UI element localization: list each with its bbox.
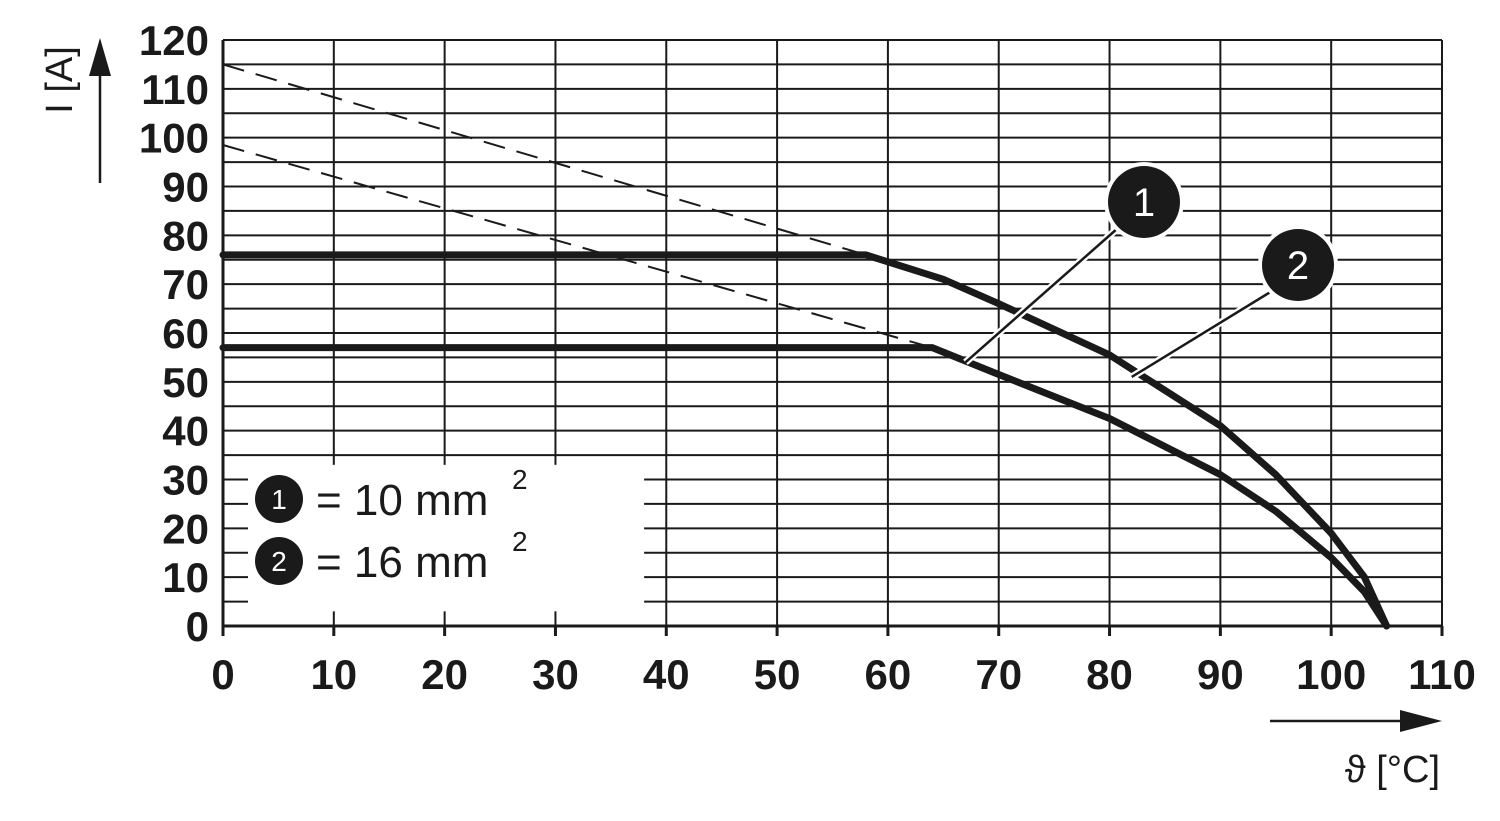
- callout-marker-label: 2: [1287, 244, 1309, 288]
- y-tick-label: 100: [139, 115, 209, 162]
- curves: 12: [219, 63, 1391, 630]
- x-tick-label: 50: [754, 651, 801, 698]
- y-tick-label: 0: [186, 603, 209, 650]
- y-tick-label: 110: [141, 66, 209, 113]
- legend-entry-superscript: 2: [512, 464, 528, 495]
- x-axis-title: ϑ [°C]: [1345, 749, 1440, 791]
- y-axis-title: I [A]: [39, 46, 81, 114]
- y-tick-label: 30: [162, 457, 209, 504]
- x-tick-label: 90: [1197, 651, 1244, 698]
- legend-box: [248, 464, 645, 612]
- callout-leader: [964, 227, 1119, 364]
- x-tick-label: 40: [643, 651, 690, 698]
- extrapolation-line-2: [222, 63, 867, 256]
- legend-marker-2: [255, 537, 303, 585]
- callout-marker-2: [1262, 229, 1334, 301]
- x-tick-label: 0: [211, 651, 234, 698]
- x-tick-labels: 0 10 20 30 40 50 60 70 80 90 100 110: [211, 651, 1476, 698]
- legend-marker-label: 1: [271, 484, 287, 515]
- legend-marker-1: [255, 475, 303, 523]
- y-tick-label: 50: [162, 359, 209, 406]
- y-tick-label: 90: [162, 164, 209, 211]
- y-axis-arrowhead: [89, 38, 111, 76]
- callout-marker-1: [1108, 166, 1180, 238]
- y-tick-label: 10: [162, 554, 209, 601]
- y-tick-label: 120: [139, 17, 209, 64]
- extrapolation-line-1: [222, 144, 933, 349]
- x-tick-label: 10: [310, 651, 357, 698]
- y-tick-label: 70: [162, 261, 209, 308]
- x-tick-label: 60: [865, 651, 912, 698]
- x-tick-label: 20: [421, 651, 468, 698]
- legend: 1 = 10 mm 2 2 = 16 mm 2: [255, 464, 528, 587]
- callout-marker-label: 1: [1133, 181, 1155, 225]
- legend-entry-text: = 10 mm: [316, 476, 488, 525]
- legend-entry-superscript: 2: [512, 526, 528, 557]
- y-tick-label: 60: [162, 310, 209, 357]
- x-tick-label: 70: [975, 651, 1022, 698]
- series-line-1: [219, 344, 1391, 630]
- x-axis-arrowhead: [1400, 710, 1442, 732]
- x-tick-label: 30: [532, 651, 579, 698]
- x-tick-label: 100: [1296, 651, 1366, 698]
- axis-arrows: [89, 38, 1442, 732]
- callout-leader: [1131, 289, 1273, 379]
- x-tick-label: 110: [1408, 651, 1476, 698]
- legend-marker-label: 2: [271, 546, 287, 577]
- y-tick-label: 40: [162, 408, 209, 455]
- y-tick-label: 80: [162, 212, 209, 259]
- x-tick-label: 80: [1086, 651, 1133, 698]
- y-tick-label: 20: [162, 505, 209, 552]
- series-line-2: [219, 251, 1391, 630]
- legend-entry-text: = 16 mm: [316, 538, 488, 587]
